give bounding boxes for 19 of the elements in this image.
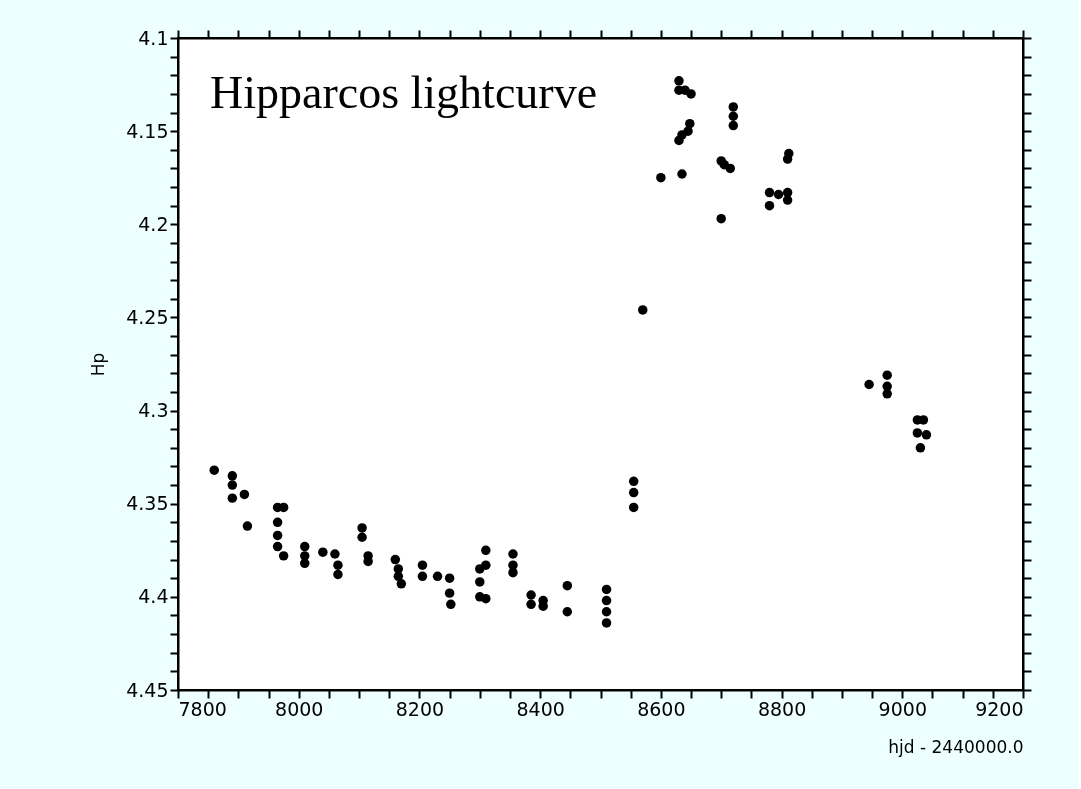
x-tick-label: 8200	[395, 697, 445, 720]
x-tick-label: 8600	[637, 697, 686, 720]
x-tick-label: 9000	[878, 697, 927, 720]
y-tick-label: 4.25	[126, 305, 169, 328]
y-tick-label: 4.3	[138, 399, 169, 422]
y-tick-label: 4.2	[138, 212, 169, 235]
x-tick-label: 8800	[757, 697, 807, 720]
y-tick-label: 4.4	[138, 585, 169, 608]
x-tick-label: 8000	[275, 697, 324, 720]
y-axis-title: Hp	[88, 352, 109, 377]
y-tick-label: 4.35	[126, 492, 169, 515]
x-tick-label: 9200	[975, 697, 1024, 720]
text: Hipparcos lightcurve	[210, 67, 598, 118]
x-tick-label: 8400	[516, 697, 565, 720]
y-tick-label: 4.1	[138, 26, 169, 49]
y-tick-label: 4.45	[126, 678, 169, 701]
x-axis-title: hjd - 2440000.0	[888, 736, 1024, 757]
y-tick-label: 4.15	[126, 119, 169, 142]
x-tick-label: 7800	[178, 697, 227, 720]
